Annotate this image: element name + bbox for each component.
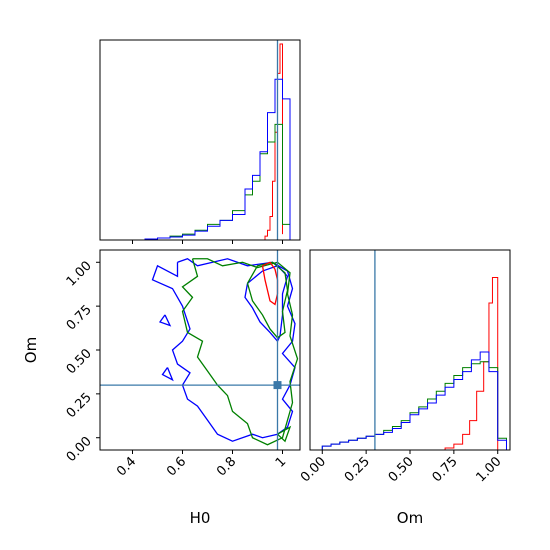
h0-marginal-red-histogram bbox=[264, 43, 283, 240]
om-marginal-x-tick-label: 0.25 bbox=[342, 454, 373, 485]
om-h0-contour-y-tick-label: 0.25 bbox=[64, 390, 95, 421]
h0-marginal-blue-histogram bbox=[144, 78, 291, 240]
om-marginal-x-tick-label: 1.00 bbox=[473, 454, 504, 485]
om-h0-contour-panel bbox=[99, 249, 301, 451]
om-marginal-x-tick-label: 0.00 bbox=[298, 454, 329, 485]
om-h0-contour-x-tick-label: 0.8 bbox=[214, 454, 239, 479]
om-h0-contour-x-tick-label: 1 bbox=[273, 454, 289, 470]
om-h0-contour-plot-area bbox=[100, 250, 300, 450]
om-h0-contour-y-tick-label: 1.00 bbox=[64, 259, 95, 290]
om-axis-label: Om bbox=[22, 337, 40, 363]
om-h0-contour-truth-marker bbox=[273, 381, 282, 390]
h0-marginal-frame bbox=[99, 39, 301, 241]
om-h0-contour-y-tick-label: 0.50 bbox=[64, 346, 95, 377]
h0-axis-label: H0 bbox=[190, 509, 211, 527]
om-marginal-blue-histogram bbox=[321, 351, 507, 450]
om-marginal-red-histogram bbox=[444, 277, 499, 450]
om-h0-contour-x-tick-label: 0.6 bbox=[164, 454, 189, 479]
om-h0-contour-blue-contour-0 bbox=[151, 258, 296, 442]
h0-marginal-plot-area bbox=[144, 43, 291, 240]
om-marginal-green-histogram bbox=[321, 361, 507, 450]
h0-marginal-panel bbox=[99, 39, 301, 241]
om-marginal-x-tick-label: 0.50 bbox=[386, 454, 417, 485]
h0-marginal-green-histogram bbox=[144, 123, 291, 240]
om-marginal-x-tick-label: 0.75 bbox=[430, 454, 461, 485]
om-h0-contour-green-contour-4 bbox=[181, 258, 299, 446]
om-h0-contour-y-tick-label: 0.00 bbox=[64, 434, 95, 465]
om-marginal-axis-label: Om bbox=[397, 509, 423, 527]
om-h0-contour-blue-contour-3 bbox=[158, 314, 172, 327]
om-h0-contour-x-tick-label: 0.4 bbox=[114, 454, 139, 479]
om-marginal-panel bbox=[309, 249, 511, 451]
om-marginal-plot-area bbox=[321, 277, 507, 450]
om-h0-contour-red-contour-7 bbox=[261, 261, 279, 306]
om-h0-contour-y-tick-label: 0.75 bbox=[64, 302, 95, 333]
om-h0-contour-green-contour-6 bbox=[277, 425, 292, 443]
om-h0-contour-blue-contour-2 bbox=[161, 367, 174, 382]
